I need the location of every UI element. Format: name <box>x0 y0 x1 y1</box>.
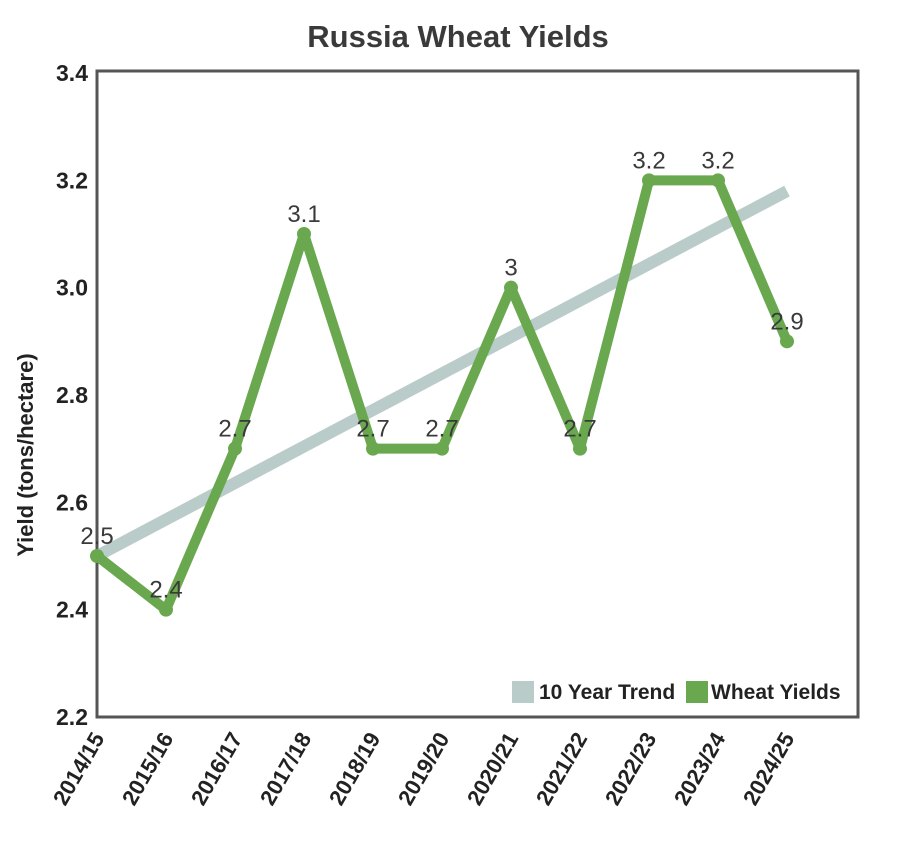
chart-title: Russia Wheat Yields <box>307 19 609 54</box>
wheat-yields-point <box>297 227 311 241</box>
data-label: 2.4 <box>149 577 182 604</box>
data-label: 2.9 <box>770 308 803 335</box>
x-axis-ticks: 2014/15 2015/16 2016/17 2017/18 2018/19 2019/… <box>48 727 799 809</box>
data-label: 3.1 <box>287 201 320 228</box>
wheat-yields-point <box>711 173 725 188</box>
x-tick-label: 2017/18 <box>255 728 316 809</box>
legend-label-trend: 10 Year Trend <box>539 681 675 704</box>
data-label: 2.7 <box>563 416 596 443</box>
y-axis-ticks: 2.2 2.4 2.6 2.8 3.0 3.2 3.4 <box>56 60 88 730</box>
data-label: 3 <box>504 255 517 282</box>
data-label: 2.7 <box>356 416 389 443</box>
wheat-yields-point <box>642 173 656 188</box>
data-labels-layer: 2.5 2.4 2.7 3.1 2.7 2.7 3 2.7 3.2 3.2 2.9 <box>80 147 803 603</box>
y-axis-label: Yield (tons/hectare) <box>13 353 38 556</box>
x-tick-label: 2014/15 <box>48 728 109 809</box>
y-tick-label: 3.2 <box>56 167 88 193</box>
legend: 10 Year Trend Wheat Yields <box>512 681 841 704</box>
wheat-yields-point <box>435 441 449 456</box>
y-tick-label: 2.8 <box>56 382 88 408</box>
y-tick-label: 3.0 <box>56 275 88 301</box>
legend-label-yields: Wheat Yields <box>711 681 841 704</box>
data-label: 2.5 <box>80 523 113 550</box>
y-tick-label: 2.2 <box>56 704 88 730</box>
y-tick-label: 3.4 <box>56 60 88 86</box>
x-tick-label: 2015/16 <box>117 728 178 809</box>
wheat-yields-point <box>780 334 794 349</box>
legend-swatch-yields <box>686 681 708 703</box>
plot-area <box>95 69 860 719</box>
wheat-yields-layer <box>90 173 794 617</box>
x-tick-label: 2016/17 <box>186 728 247 809</box>
trend-line <box>94 185 790 562</box>
wheat-yields-point <box>90 549 104 563</box>
data-label: 2.7 <box>425 416 458 443</box>
y-tick-label: 2.4 <box>56 597 88 623</box>
x-tick-label: 2023/24 <box>669 727 731 809</box>
wheat-yields-point <box>159 602 173 617</box>
x-tick-label: 2018/19 <box>324 728 385 809</box>
data-label: 3.2 <box>632 147 665 174</box>
wheat-yields-point <box>228 441 242 456</box>
x-tick-label: 2022/23 <box>600 728 661 809</box>
data-label: 3.2 <box>701 147 734 174</box>
y-tick-label: 2.6 <box>56 489 88 515</box>
trend-line-layer <box>94 185 790 562</box>
x-tick-label: 2024/25 <box>738 728 799 809</box>
wheat-yields-point <box>366 441 380 456</box>
legend-swatch-trend <box>512 681 534 703</box>
wheat-yields-point <box>504 280 518 295</box>
x-tick-label: 2021/22 <box>531 728 592 809</box>
data-label: 2.7 <box>218 416 251 443</box>
wheat-yields-point <box>573 441 587 456</box>
x-tick-label: 2020/21 <box>462 728 523 809</box>
x-tick-label: 2019/20 <box>393 728 454 809</box>
